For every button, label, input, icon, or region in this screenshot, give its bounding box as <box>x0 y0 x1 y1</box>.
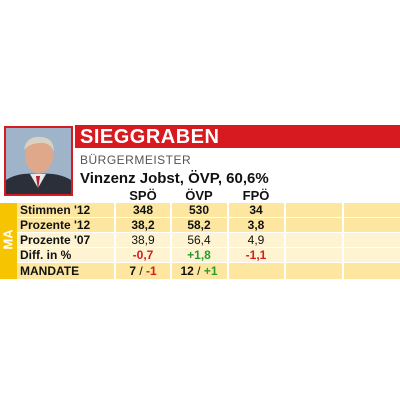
cell: 56,4 <box>187 233 211 247</box>
slash: / <box>136 264 147 278</box>
cell: 530 <box>188 203 210 217</box>
row-line <box>17 247 400 248</box>
portrait <box>6 128 71 194</box>
cell: 38,9 <box>131 233 155 247</box>
separator <box>114 203 116 279</box>
row-label: Stimmen '12 <box>20 203 91 217</box>
mandate-cell: 12 / +1 <box>171 264 227 279</box>
row-bg <box>17 263 400 279</box>
cell: 4,9 <box>247 233 265 247</box>
slash: / <box>193 264 204 278</box>
row-line <box>17 262 400 263</box>
photo <box>4 126 73 196</box>
title: SIEGGRABEN <box>80 126 220 148</box>
cell: -0,7 <box>132 248 154 262</box>
cell: 38,2 <box>131 218 155 232</box>
cell: +1,8 <box>187 248 211 262</box>
cell: 34 <box>249 203 263 217</box>
role: BÜRGERMEISTER <box>80 153 192 167</box>
row-bg <box>17 248 400 263</box>
title-bar <box>75 125 400 148</box>
cell: 348 <box>132 203 154 217</box>
seat-change: +1 <box>203 264 218 278</box>
seats: 7 <box>129 264 136 278</box>
column-header: FPÖ <box>242 188 270 203</box>
seats: 12 <box>180 264 194 278</box>
separator <box>284 203 286 279</box>
cell: -1,1 <box>245 248 267 262</box>
column-header: SPÖ <box>129 188 157 203</box>
cell: 58,2 <box>187 218 211 232</box>
seat-change: -1 <box>146 264 157 278</box>
mandate-cell: 7 / -1 <box>115 264 171 279</box>
row-label: Prozente '07 <box>20 233 91 247</box>
row-line <box>17 232 400 233</box>
mayor: Vinzenz Jobst, ÖVP, 60,6% <box>80 170 269 187</box>
row-line <box>17 217 400 218</box>
column-header: ÖVP <box>185 188 213 203</box>
cell: 3,8 <box>247 218 265 232</box>
separator <box>170 203 172 279</box>
row-label: MANDATE <box>20 264 80 278</box>
side-strip <box>0 203 17 279</box>
row-bg <box>17 233 400 248</box>
row-bg <box>17 218 400 233</box>
separator <box>342 203 344 279</box>
row-label: Diff. in % <box>20 248 72 262</box>
row-bg <box>17 203 400 218</box>
row-label: Prozente '12 <box>20 218 91 232</box>
separator <box>227 203 229 279</box>
side-label: MA <box>0 229 16 250</box>
